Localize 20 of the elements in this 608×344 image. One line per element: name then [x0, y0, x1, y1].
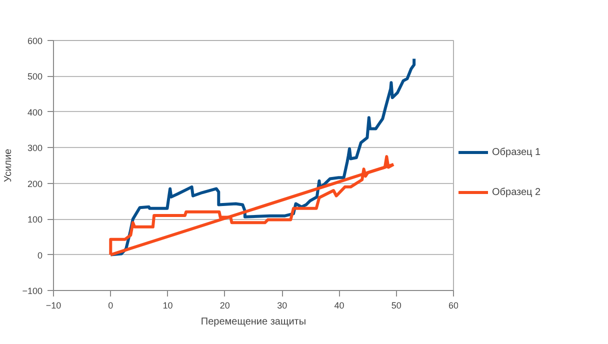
x-tick-label: 30	[277, 300, 288, 310]
x-tick-label: 50	[391, 300, 402, 310]
legend-label: Образец 1	[492, 146, 541, 158]
x-tick-label: 40	[334, 300, 344, 310]
y-tick-label: 100	[27, 214, 43, 225]
y-tick-label: 300	[27, 143, 43, 154]
y-tick-label: −100	[22, 286, 43, 296]
x-tick-label: −10	[46, 300, 62, 310]
x-tick-label: 20	[220, 300, 230, 310]
x-tick-label: 0	[108, 300, 114, 310]
y-tick-label: 200	[27, 178, 43, 189]
y-tick-label: 600	[27, 36, 43, 46]
y-axis-title: Усилие	[3, 148, 14, 182]
x-tick-label: 10	[162, 300, 173, 310]
y-tick-label: 400	[27, 107, 43, 118]
y-tick-label: 500	[27, 72, 43, 82]
x-tick-label: 60	[448, 300, 459, 310]
legend-label: Образец 2	[492, 186, 541, 198]
x-axis-title: Перемещение защиты	[200, 316, 306, 328]
y-tick-label: 0	[37, 250, 43, 260]
